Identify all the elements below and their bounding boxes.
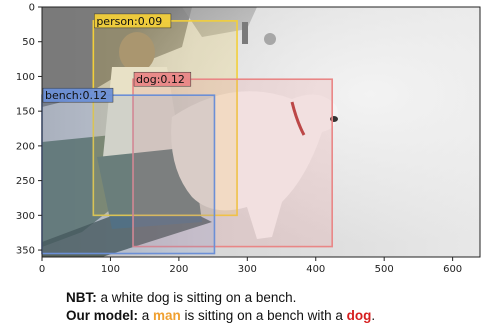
nbt-label: NBT: (66, 290, 97, 305)
axes: 0 100 200 300 400 500 600 0 50 100 150 200 250 300 350 (16, 3, 481, 275)
x-tick-label: 300 (238, 264, 257, 275)
detection-bench: bench:0.12 (41, 87, 216, 255)
far-bicycle (264, 33, 276, 45)
bench-label: bench:0.12 (45, 89, 107, 102)
far-person (242, 22, 248, 44)
person-label-bg (94, 13, 172, 29)
our-model-text-3: . (371, 308, 376, 323)
dog-shape (171, 91, 338, 240)
dog-box (132, 78, 333, 248)
y-tick-label: 100 (16, 72, 35, 83)
person-shirt (102, 67, 182, 167)
dog-label: dog:0.12 (136, 73, 185, 86)
detection-person: person:0.09 (92, 13, 238, 217)
person-label: person:0.09 (96, 15, 162, 28)
our-model-text-1: a (138, 308, 154, 323)
nbt-text: a white dog is sitting on a bench. (96, 290, 297, 305)
axes-frame (41, 6, 481, 258)
person-head (119, 32, 155, 72)
y-tick-label: 200 (16, 141, 35, 152)
y-tick-label: 50 (22, 37, 35, 48)
detection-boxes: person:0.09 dog:0.12 bench:0.12 (41, 13, 333, 255)
x-tick-label: 0 (39, 264, 45, 275)
y-tick-label: 350 (16, 246, 35, 257)
y-tick-label: 250 (16, 176, 35, 187)
person-legs (97, 147, 202, 229)
y-tick-label: 150 (16, 107, 35, 118)
detection-dog: dog:0.12 (132, 71, 333, 248)
dog-collar (290, 101, 306, 136)
nbt-caption: NBT: a white dog is sitting on a bench. (66, 289, 484, 307)
dog-box-fill (133, 79, 333, 247)
our-model-caption: Our model: a man is sitting on a bench w… (66, 307, 484, 325)
x-tick-label: 500 (375, 264, 394, 275)
bench-box-fill (42, 95, 215, 254)
our-model-label: Our model: (66, 308, 139, 323)
y-tick-label: 300 (16, 211, 35, 222)
caption-block: NBT: a white dog is sitting on a bench. … (66, 289, 484, 325)
detection-figure: person:0.09 dog:0.12 bench:0.12 0 100 200 300… (16, 3, 481, 275)
bench-label-bg (42, 87, 114, 103)
x-tick-label: 600 (443, 264, 462, 275)
highlight-man: man (153, 308, 181, 323)
x-tick-label: 200 (169, 264, 188, 275)
person-box-fill (93, 20, 238, 216)
highlight-dog: dog (346, 308, 372, 323)
our-model-text-2: is sitting on a bench with a (180, 308, 347, 323)
y-tick-label: 0 (29, 3, 35, 14)
x-tick-label: 400 (306, 264, 325, 275)
x-tick-label: 100 (101, 264, 120, 275)
background-photo (42, 7, 480, 257)
dog-label-bg (133, 71, 192, 87)
